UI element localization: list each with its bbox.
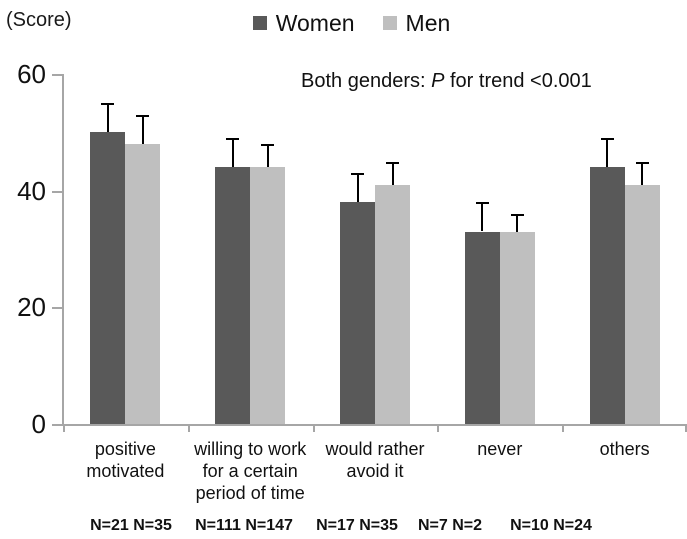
- sample-size-label-4: N=10 N=24: [510, 517, 592, 534]
- error-bar-line: [106, 103, 109, 133]
- error-bar-line: [231, 138, 234, 168]
- legend-item-women: Women: [252, 10, 355, 36]
- y-axis-unit-label: (Score): [6, 9, 72, 31]
- error-bar-cap: [136, 114, 150, 117]
- error-bar-cap: [510, 214, 524, 216]
- bar-women-2: [340, 202, 375, 424]
- x-axis-tick: [63, 424, 65, 432]
- error-bar-line: [641, 161, 644, 185]
- y-tick-label: 60: [17, 59, 46, 89]
- y-axis-tick: [52, 307, 63, 310]
- x-axis-tick: [562, 424, 565, 432]
- y-axis-line: [62, 74, 64, 424]
- legend-label-women: Women: [275, 10, 355, 36]
- bar-men-4: [624, 184, 660, 424]
- x-axis-tick: [437, 424, 440, 432]
- error-bar-cap: [261, 144, 275, 146]
- y-tick-label: 40: [17, 175, 46, 206]
- legend-swatch-women-icon: [252, 16, 267, 30]
- bar-men-3: [499, 231, 535, 424]
- y-tick-label: 20: [17, 292, 46, 323]
- bar-women-1: [215, 167, 251, 424]
- sample-size-label-2: N=17 N=35: [316, 517, 398, 534]
- p-trend-annotation: Both genders: P for trend <0.001: [301, 68, 592, 94]
- legend-swatch-men-icon: [382, 16, 397, 30]
- annotation-p-italic: P: [431, 70, 445, 92]
- error-bar-cap: [351, 173, 364, 176]
- error-bar-cap: [226, 138, 240, 141]
- x-axis-line: [62, 424, 687, 426]
- error-bar-line: [356, 173, 359, 203]
- sample-size-label-1: N=111 N=147: [195, 517, 293, 534]
- annotation-suffix: for trend <0.001: [444, 70, 592, 92]
- y-axis-tick: [52, 74, 63, 76]
- y-axis-tick: [52, 424, 63, 426]
- sample-size-label-3: N=7 N=2: [417, 517, 483, 534]
- error-bar-cap: [600, 138, 614, 141]
- error-bar-line: [141, 114, 144, 144]
- category-label-2: would rather avoid it: [325, 439, 425, 481]
- y-tick-label: 0: [31, 409, 46, 439]
- bar-men-1: [250, 167, 286, 424]
- category-label-0: positive motivated: [86, 439, 165, 481]
- legend: Women Men: [8, 10, 687, 36]
- error-bar-cap: [101, 103, 115, 106]
- x-axis-tick: [685, 424, 687, 432]
- error-bar-cap: [475, 202, 489, 205]
- y-axis-tick: [52, 190, 63, 193]
- error-bar-line: [606, 138, 609, 168]
- legend-label-men: Men: [405, 10, 451, 36]
- x-axis-tick: [312, 424, 315, 432]
- error-bar-cap: [635, 161, 649, 164]
- category-label-1: willing to work for a certain period of …: [194, 439, 307, 503]
- error-bar-line: [391, 161, 394, 185]
- bar-men-0: [125, 144, 161, 424]
- bar-women-0: [90, 132, 126, 424]
- category-label-4: others: [599, 439, 650, 459]
- error-bar-cap: [386, 161, 399, 164]
- bar-men-2: [375, 184, 410, 424]
- bar-women-3: [464, 231, 500, 424]
- bar-women-4: [589, 167, 625, 424]
- error-bar-line: [516, 214, 519, 232]
- annotation-prefix: Both genders:: [301, 70, 432, 92]
- legend-item-men: Men: [382, 10, 451, 36]
- x-axis-tick: [187, 424, 190, 432]
- error-bar-line: [266, 144, 269, 168]
- category-label-3: never: [477, 439, 523, 459]
- error-bar-line: [481, 202, 484, 232]
- sample-size-label-0: N=21 N=35: [90, 517, 172, 534]
